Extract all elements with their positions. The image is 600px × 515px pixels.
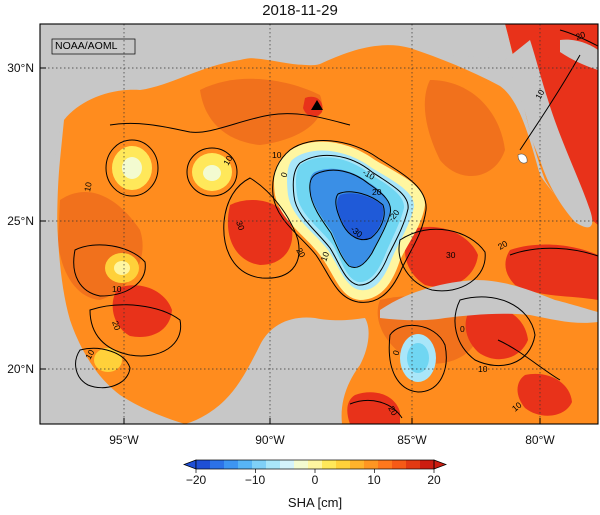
eddy-high <box>405 226 478 287</box>
eddy-high <box>465 306 528 360</box>
eddy-high <box>227 200 293 265</box>
y-tick-label: 30°N <box>7 61 34 75</box>
colorbar-segment <box>266 460 281 469</box>
colorbar-tick-label: 0 <box>312 473 319 487</box>
contour-label: 20 <box>574 29 587 42</box>
land-bahamas <box>560 39 598 70</box>
eddy-high <box>347 392 400 424</box>
contour-label: 20 <box>496 238 509 252</box>
colorbar-tick-label: 20 <box>427 473 441 487</box>
contour-label: 10 <box>478 364 488 374</box>
contour-label: 10 <box>318 250 331 263</box>
land-yucatan <box>185 317 369 424</box>
colorbar-segment <box>294 460 309 469</box>
colorbar-segment <box>280 460 295 469</box>
map-frame <box>39 23 599 425</box>
x-tick-label: 95°W <box>109 433 139 447</box>
y-tick-label: 25°N <box>7 214 34 228</box>
colorbar-tick-label: 10 <box>367 473 381 487</box>
eddy-high <box>517 373 572 416</box>
contour-label: 10 <box>533 88 547 101</box>
axis-ticks <box>40 67 541 424</box>
marker-triangle <box>311 100 323 110</box>
map-title: 2018-11-29 <box>262 2 338 19</box>
contour-label: 20 <box>386 404 400 417</box>
contour-value-labels: 10 10 10 10 20 30 20 0 -10 -20 -30 20 10… <box>82 29 587 417</box>
contour-label: 0 <box>390 349 401 357</box>
x-tick-labels: 95°W 90°W 85°W 80°W <box>109 433 555 447</box>
y-tick-label: 20°N <box>7 362 34 376</box>
colorbar-segment <box>364 460 379 469</box>
land-florida <box>505 40 593 228</box>
credit-label: NOAA/AOML <box>55 40 118 52</box>
cyclonic-eddy <box>337 193 384 240</box>
colorbar-segment <box>252 460 267 469</box>
contour-label: 20 <box>110 319 123 332</box>
colorbar-segment <box>210 460 225 469</box>
contour-label: 20 <box>372 187 382 197</box>
sha-orange-patch <box>424 80 505 177</box>
credit-box <box>51 38 136 55</box>
contour-label: 30 <box>446 250 456 260</box>
colorbar-segment <box>336 460 351 469</box>
loop-current-high <box>505 244 598 300</box>
contour-label: 0 <box>460 324 465 334</box>
land-island <box>517 153 528 164</box>
colorbar-segment <box>392 460 407 469</box>
eddy-high <box>112 285 172 337</box>
eddy-low <box>114 261 130 275</box>
contour-label: 10 <box>83 348 97 361</box>
colorbar-segment <box>378 460 393 469</box>
contour-label: 10 <box>82 181 94 192</box>
colorbar-label: SHA [cm] <box>288 495 342 510</box>
contour-label: 30 <box>234 219 247 232</box>
colorbar-segment <box>238 460 253 469</box>
colorbar-arrow-high <box>433 459 447 470</box>
eddy-low <box>203 165 221 181</box>
eddy-cyclonic-small <box>407 343 429 373</box>
colorbar-segment <box>308 460 323 469</box>
colorbar-arrow-low <box>183 459 197 470</box>
colorbar-tick-labels: −20 −10 0 10 20 <box>186 473 441 487</box>
y-tick-labels: 30°N 25°N 20°N <box>7 61 34 376</box>
contour-lines <box>73 29 598 419</box>
contour-label: 20 <box>294 246 308 259</box>
contour-label: 10 <box>272 150 282 160</box>
contour-label: 0 <box>278 171 289 179</box>
colorbar-tick-label: −10 <box>245 473 266 487</box>
graticule <box>40 24 598 424</box>
eddy-low <box>94 348 122 372</box>
x-tick-label: 90°W <box>255 433 285 447</box>
contour-label: 10 <box>221 154 235 167</box>
colorbar <box>183 459 447 473</box>
eddy-low <box>122 157 142 179</box>
colorbar-tick-label: −20 <box>186 473 207 487</box>
x-tick-label: 80°W <box>525 433 555 447</box>
colorbar-segment <box>420 460 435 469</box>
colorbar-segment <box>350 460 365 469</box>
contour-label: 10 <box>112 284 122 294</box>
sha-orange-patch <box>200 78 322 145</box>
colorbar-segment <box>196 460 211 469</box>
colorbar-segment <box>224 460 239 469</box>
x-tick-label: 85°W <box>397 433 427 447</box>
colorbar-segment <box>322 460 337 469</box>
colorbar-segment <box>406 460 421 469</box>
